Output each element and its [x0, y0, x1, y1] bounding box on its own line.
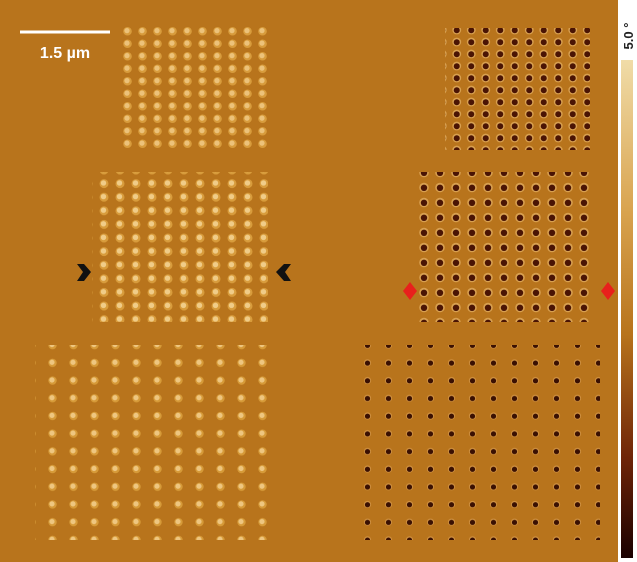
dot-array: [360, 345, 600, 540]
dot-array: [445, 28, 590, 150]
dot-array: [120, 25, 270, 150]
arrow-marker: [403, 282, 417, 300]
dot-array: [35, 345, 275, 540]
arrow-marker: [276, 264, 291, 281]
arrow-marker: [601, 282, 615, 300]
arrow-marker: [77, 264, 91, 281]
dot-array: [418, 172, 594, 322]
dot-array: [92, 172, 268, 322]
scale-bar-label: 1.5 µm: [40, 45, 90, 62]
colorbar: [621, 60, 633, 558]
colorbar-label: 5.0 °: [621, 23, 636, 50]
